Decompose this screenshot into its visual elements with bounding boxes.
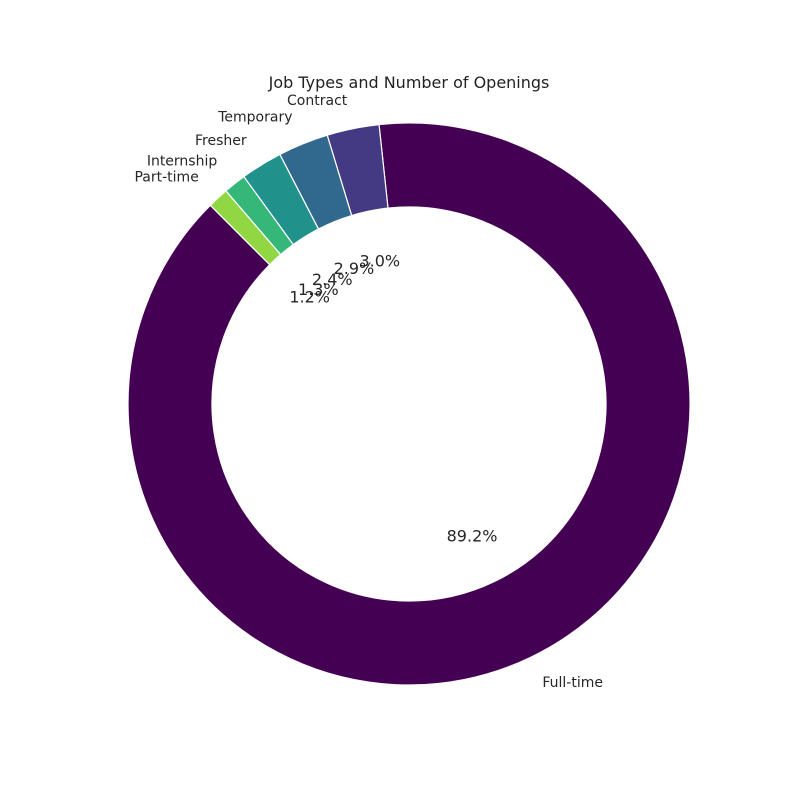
value-label-part-time: 1.2% bbox=[289, 287, 330, 306]
chart-title: Job Types and Number of Openings bbox=[268, 73, 550, 92]
category-label-internship: Internship bbox=[147, 154, 218, 170]
labels-group: 89.2% Full-time 3.0% Contract 2.9% Temporary 2… bbox=[134, 93, 602, 691]
value-label-temporary: 2.9% bbox=[334, 259, 375, 278]
slice-full-time bbox=[127, 122, 691, 686]
value-label-internship: 1.3% bbox=[298, 280, 339, 299]
category-label-temporary: Temporary bbox=[217, 110, 292, 126]
value-label-fresher: 2.4% bbox=[312, 270, 353, 289]
category-label-fresher: Fresher bbox=[195, 133, 247, 149]
category-label-full-time: Full-time bbox=[542, 675, 603, 691]
value-label-contract: 3.0% bbox=[359, 251, 400, 270]
category-label-contract: Contract bbox=[287, 93, 348, 109]
slice-part-time bbox=[209, 190, 282, 266]
value-label-full-time: 89.2% bbox=[447, 526, 498, 545]
category-label-part-time: Part-time bbox=[134, 169, 198, 185]
slices-group bbox=[127, 122, 691, 686]
